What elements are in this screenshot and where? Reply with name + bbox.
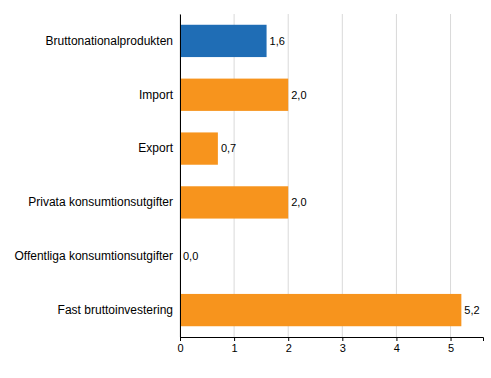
bar: [180, 79, 288, 111]
tick-mark: [342, 337, 343, 341]
tick: 0: [177, 337, 183, 354]
tick-label: 0: [177, 342, 183, 354]
tick-label: Bruttonationalprodukten: [46, 34, 173, 48]
tick: 1: [232, 337, 238, 354]
tick-label: 2: [286, 342, 292, 354]
tick: Fast bruttoinvestering: [58, 303, 180, 317]
tick: 3: [340, 337, 346, 354]
tick-label: 3: [340, 342, 346, 354]
tick-label: 1: [232, 342, 238, 354]
bar: [180, 294, 461, 326]
grid-line: [180, 14, 181, 337]
data-label: 5,2: [464, 304, 479, 316]
bars: [180, 25, 461, 326]
data-label: 0,0: [183, 250, 198, 262]
data-labels: 1,6 2,0 0,7 2,0 0,0 5,2: [183, 35, 480, 316]
tick: Import: [139, 88, 180, 102]
grid-line: [288, 14, 289, 337]
tick: 2: [286, 337, 292, 354]
axis-line: [181, 338, 484, 342]
bar: [180, 25, 267, 57]
y-axis: Bruttonationalprodukten Import Export Priva…: [14, 15, 180, 338]
tick-label: 5: [448, 342, 454, 354]
tick-mark: [451, 337, 452, 341]
grid-line: [342, 14, 343, 337]
tick: 5: [448, 337, 454, 354]
tick-label: Export: [138, 141, 173, 155]
data-label: 1,6: [270, 35, 285, 47]
tick-mark: [180, 337, 181, 341]
plot: 0 1 2 3 4 5 Bruttonationalprodukten Import Expor…: [14, 14, 483, 354]
tick-mark: [396, 337, 397, 341]
grid-line: [396, 14, 397, 337]
tick-label: Privata konsumtionsutgifter: [28, 195, 173, 209]
data-label: 2,0: [291, 89, 306, 101]
tick: 4: [394, 337, 400, 354]
grid: [180, 14, 451, 337]
tick: Offentliga konsumtionsutgifter: [14, 249, 180, 263]
data-label: 0,7: [221, 142, 236, 154]
tick-label: 4: [394, 342, 400, 354]
chart: 0 1 2 3 4 5 Bruttonationalprodukten Import Expor…: [0, 0, 491, 378]
tick: Export: [138, 141, 180, 155]
tick-mark: [234, 337, 235, 341]
tick: Privata konsumtionsutgifter: [28, 195, 180, 209]
tick-label: Offentliga konsumtionsutgifter: [14, 249, 173, 263]
tick-mark: [288, 337, 289, 341]
grid-line: [234, 14, 235, 337]
tick: Bruttonationalprodukten: [46, 34, 180, 48]
grid-line: [450, 14, 451, 337]
tick-label: Import: [139, 88, 174, 102]
data-label: 2,0: [291, 196, 306, 208]
axis-line: [180, 15, 181, 338]
bar: [180, 186, 288, 218]
tick-label: Fast bruttoinvestering: [58, 303, 173, 317]
x-axis: 0 1 2 3 4 5: [177, 337, 483, 354]
bar: [180, 132, 218, 164]
